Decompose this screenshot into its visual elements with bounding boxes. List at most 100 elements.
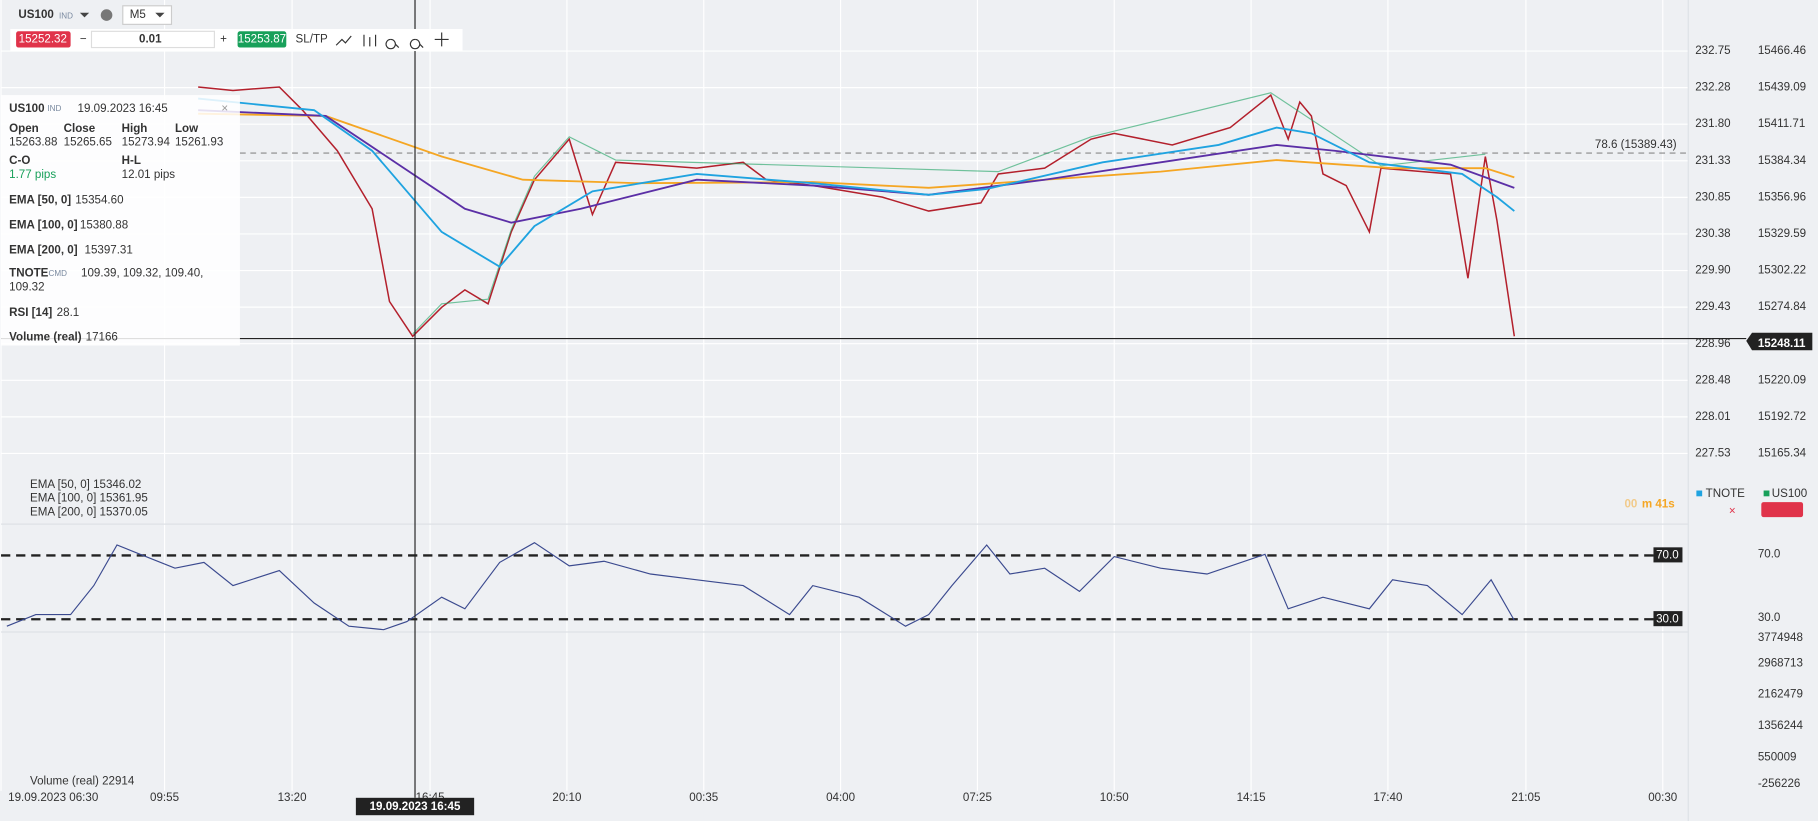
price-axis-left-label: 229.90 xyxy=(1695,265,1730,277)
price-axis-left-label: 228.48 xyxy=(1695,374,1730,386)
time-axis-label: 00:30 xyxy=(1648,792,1677,804)
ohlc-label: Low xyxy=(175,123,199,135)
indicator-legend: EMA [100, 0] 15361.95 xyxy=(30,493,148,505)
price-axis-left-label: 228.96 xyxy=(1695,338,1730,350)
indicator-legends: EMA [50, 0] 15346.02 EMA [100, 0] 15361.9… xyxy=(30,479,148,519)
rsi-level-label: 30.0 xyxy=(1656,613,1679,625)
time-axis-label: 20:10 xyxy=(552,792,581,804)
time-axis-label: 10:50 xyxy=(1100,792,1129,804)
volume-value: 17166 xyxy=(86,332,118,344)
time-axis-label: 19.09.2023 06:30 xyxy=(8,792,98,804)
info-icon[interactable] xyxy=(100,9,113,21)
buy-button[interactable] xyxy=(237,31,287,48)
minus[interactable]: − xyxy=(80,33,87,45)
hl-label: H-L xyxy=(122,155,141,167)
timeframe-select[interactable] xyxy=(122,5,173,25)
timeframe: M5 xyxy=(130,9,146,21)
time-axis-label: 13:20 xyxy=(278,792,307,804)
co-label: C-O xyxy=(9,155,30,167)
info-row-value: 15354.60 xyxy=(75,195,123,207)
dropdown-arrow xyxy=(155,12,165,18)
ohlc-value: 15273.94 xyxy=(122,137,171,149)
price-axis-right-label: 15466.46 xyxy=(1758,45,1806,57)
price-axis-right-label: 15192.72 xyxy=(1758,411,1806,423)
axes: 232.75 15466.46 232.28 15439.09 231.80 15411.… xyxy=(8,45,1807,804)
volume-axis-label: 2968713 xyxy=(1758,657,1803,669)
fib-label: 78.6 (15389.43) xyxy=(1595,139,1677,151)
dropdown-arrow[interactable] xyxy=(79,12,90,18)
ema-200-line xyxy=(198,112,1515,189)
time-axis-label: 07:25 xyxy=(963,792,992,804)
timer-minutes: 00 xyxy=(1624,498,1637,510)
tnote-label: TNOTE xyxy=(9,268,49,280)
time-axis-label: 21:05 xyxy=(1511,792,1540,804)
ohlc-value: 15263.88 xyxy=(9,137,57,149)
legend-tab[interactable]: TNOTE xyxy=(1706,488,1746,500)
tab-dot xyxy=(1696,490,1703,497)
price-axis-right-label: 15220.09 xyxy=(1758,374,1806,386)
price-axis-right-label: 15274.84 xyxy=(1758,301,1807,313)
price-axis-left-label: 231.33 xyxy=(1695,155,1730,167)
indicator-legend: EMA [200, 0] 15370.05 xyxy=(30,507,148,519)
rsi-axis-label: 30.0 xyxy=(1758,612,1781,624)
info-row-value: 15397.31 xyxy=(85,245,133,257)
price-axis-left-label: 227.53 xyxy=(1695,448,1730,460)
tab-controls[interactable] xyxy=(1761,502,1804,518)
tool-icons[interactable] xyxy=(335,32,449,50)
info-row-value: 15380.88 xyxy=(80,220,128,232)
close-icon[interactable]: × xyxy=(221,103,228,115)
info-datetime: 19.09.2023 16:45 xyxy=(78,103,168,115)
co-value: 1.77 pips xyxy=(9,169,56,181)
plus[interactable]: + xyxy=(220,33,227,45)
ohlc: Open 15263.88 Close 15265.65 High 15273.94 Low… xyxy=(9,123,223,149)
tnote-value: 109.39, 109.32, 109.40, xyxy=(81,268,203,280)
symbol-tag: IND xyxy=(59,11,73,20)
ohlc-label: Open xyxy=(9,123,39,135)
volume-input[interactable] xyxy=(90,30,215,49)
remove-icon[interactable]: × xyxy=(1729,505,1736,517)
price-axis-right-label: 15356.96 xyxy=(1758,191,1806,203)
rsi-level-box xyxy=(1653,547,1683,563)
grid xyxy=(0,0,1689,791)
rsi-line xyxy=(6,542,1515,631)
info-row-label: EMA [200, 0] xyxy=(9,245,78,257)
price-axis-left-label: 232.75 xyxy=(1695,45,1730,57)
rsi-level-box xyxy=(1653,611,1683,627)
price-path-up xyxy=(412,92,1486,335)
price-axis-right-label: 15165.34 xyxy=(1758,448,1807,460)
rsi-level-label: 70.0 xyxy=(1656,550,1679,562)
ohlc-label: High xyxy=(122,123,148,135)
crosshair-time-box xyxy=(355,797,475,816)
sell-button[interactable] xyxy=(16,31,71,48)
volume-axis-label: 1356244 xyxy=(1758,720,1804,732)
current-price-tag xyxy=(1746,332,1813,351)
tab-dot xyxy=(1763,490,1770,497)
price-axis-left-label: 232.28 xyxy=(1695,82,1730,94)
info-symbol: US100 xyxy=(9,103,44,115)
price-axis-left-label: 229.43 xyxy=(1695,301,1730,313)
price-axis-left-label: 228.01 xyxy=(1695,411,1730,423)
sltp[interactable]: SL/TP xyxy=(296,33,328,45)
price-axis-right-label: 15329.59 xyxy=(1758,228,1806,240)
info-panel xyxy=(1,95,240,346)
info-rows: EMA [50, 0] 15354.60 EMA [100, 0] 15380.88 E… xyxy=(9,195,133,257)
volume-label: Volume (real) xyxy=(9,332,82,344)
legend-tab[interactable]: US100 xyxy=(1772,488,1807,500)
price-axis-right-label: 15384.34 xyxy=(1758,155,1807,167)
price-axis-left-label: 230.38 xyxy=(1695,228,1730,240)
order-bar xyxy=(10,28,463,52)
price-axis-right-label: 15248.11 xyxy=(1758,338,1806,350)
ohlc-label: Close xyxy=(64,123,96,135)
volume-axis-label: 550009 xyxy=(1758,751,1797,763)
ema-50-line xyxy=(198,97,1515,268)
tnote-value: 109.32 xyxy=(9,282,44,294)
symbol: US100 xyxy=(18,9,53,21)
time-axis-label: 14:15 xyxy=(1237,792,1266,804)
hl-value: 12.01 pips xyxy=(122,169,176,181)
info-row-label: EMA [50, 0] xyxy=(9,195,71,207)
volume-axis-label: -256226 xyxy=(1758,778,1800,790)
